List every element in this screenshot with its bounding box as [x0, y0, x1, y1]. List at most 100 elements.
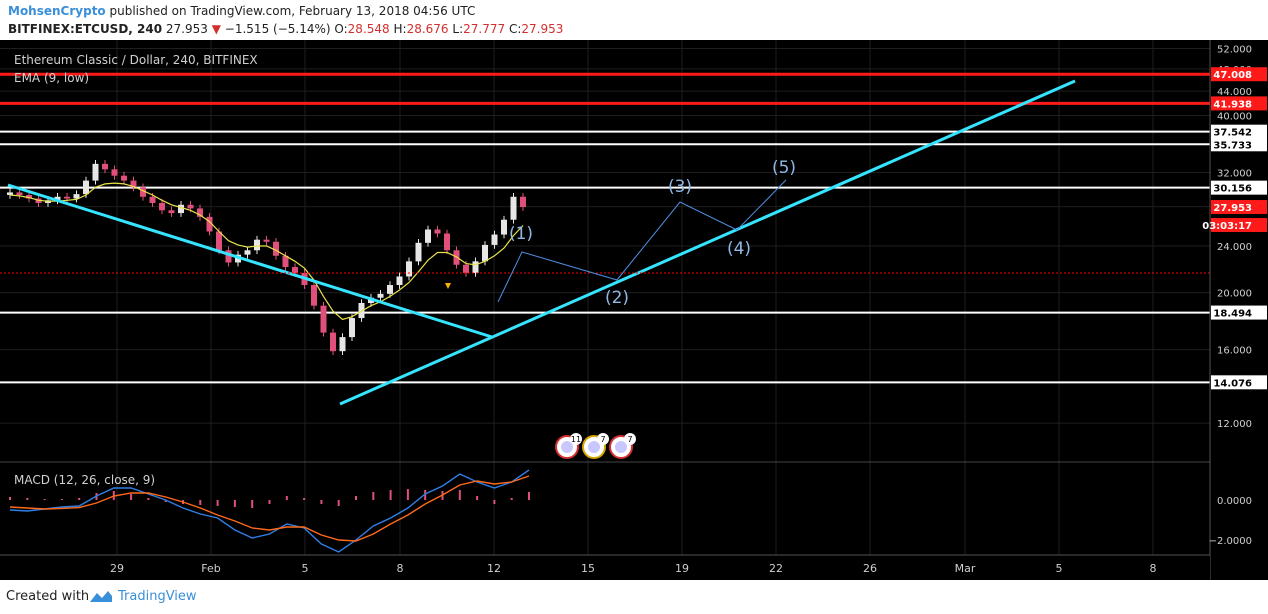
chart-area[interactable]: (1) (2) (3) (4) (5) 11 7 7 [0, 40, 1268, 580]
candle [111, 169, 118, 176]
author-link[interactable]: MohsenCrypto [8, 4, 106, 18]
candle [73, 194, 80, 199]
price-tick: 16.000 [1217, 346, 1252, 357]
ohlc-line: BITFINEX:ETCUSD, 240 27.953 ▼ −1.515 (−5… [8, 22, 563, 36]
histogram-bar [355, 496, 357, 500]
ema-legend: EMA (9, low) [14, 71, 89, 85]
event-badges[interactable]: 11 7 7 [555, 433, 636, 459]
price-chart[interactable]: (1) (2) (3) (4) (5) 11 7 7 [0, 40, 1268, 580]
publication-header: MohsenCrypto published on TradingView.co… [0, 0, 1268, 40]
candle [320, 305, 327, 333]
last-price: 27.953 [165, 22, 208, 36]
resistance-price-label: 47.008 [1213, 70, 1252, 81]
event-badge-count: 11 [571, 435, 581, 444]
histogram-bar [164, 500, 167, 502]
macd-legend: MACD (12, 26, close, 9) [14, 473, 155, 487]
histogram-bar [43, 499, 46, 500]
candle [216, 231, 222, 251]
event-badge[interactable]: 7 [609, 433, 636, 459]
grid [0, 40, 1210, 555]
candle [396, 276, 403, 286]
time-tick: 8 [1150, 562, 1157, 575]
time-tick: 22 [769, 562, 783, 575]
support-price-label-bg [1211, 305, 1267, 320]
time-tick: 8 [397, 562, 404, 575]
candle [472, 261, 479, 273]
time-tick: Feb [201, 562, 220, 575]
price-tick: 12.000 [1217, 419, 1252, 430]
support-price-label: 30.156 [1213, 184, 1252, 195]
tradingview-link[interactable]: TradingView [118, 589, 197, 604]
last-price-label: 27.953 [1213, 203, 1252, 214]
candle [434, 229, 441, 234]
candle [92, 163, 99, 181]
histogram-bar [337, 500, 340, 506]
macd-tick: −2.0000 [1209, 536, 1252, 547]
event-badge[interactable]: 11 [555, 433, 582, 459]
candle [149, 196, 156, 203]
wave-label-4: (4) [727, 239, 751, 259]
event-badge-count: 7 [600, 435, 605, 444]
histogram-bar [320, 500, 323, 504]
price-tick: 32.000 [1217, 168, 1252, 179]
histogram-bar [26, 498, 29, 500]
candle [263, 239, 270, 242]
histogram-bar [528, 492, 530, 500]
close-label: C: [508, 22, 522, 36]
candle [121, 175, 127, 181]
resistance-price-label-bg [1211, 67, 1267, 82]
macd-pane [0, 461, 1268, 553]
histogram-bar [389, 490, 392, 500]
candlesticks [7, 160, 526, 356]
time-axis[interactable]: 29 Feb 5 8 12 15 19 22 26 Mar 5 8 [0, 554, 1210, 580]
histogram-bar [303, 498, 306, 500]
histogram-bar [285, 496, 288, 500]
low-label: L: [452, 22, 464, 36]
candle [206, 216, 213, 232]
time-tick: 5 [1056, 562, 1063, 575]
time-tick: 15 [581, 562, 595, 575]
time-axis-background [0, 555, 1210, 580]
event-badge[interactable]: 7 [582, 433, 609, 459]
support-price-label-bg [1211, 124, 1267, 139]
candle [130, 180, 137, 188]
histogram-bar [476, 496, 479, 500]
histogram-bar [510, 498, 513, 500]
price-axis[interactable]: 52.00048.00044.00040.00032.00028.00024.0… [1202, 40, 1268, 580]
downtrend-line[interactable] [7, 183, 493, 339]
bar-countdown-label: 03:03:17 [1202, 221, 1252, 232]
histogram-bar [130, 494, 133, 500]
candle [16, 192, 23, 196]
histogram-bar [268, 500, 271, 504]
candle [178, 204, 184, 214]
candle [225, 250, 232, 263]
candle [54, 196, 61, 201]
price-change: −1.515 (−5.14%) [224, 22, 331, 36]
candle [273, 241, 279, 256]
candle [64, 196, 70, 199]
elliott-wave-path[interactable] [497, 179, 787, 303]
candle [501, 219, 507, 235]
candle [83, 180, 89, 195]
candle [520, 196, 526, 208]
chart-title: Ethereum Classic / Dollar, 240, BITFINEX [14, 53, 258, 67]
bar-countdown-label-bg [1211, 218, 1267, 233]
event-badge-count: 7 [627, 435, 632, 444]
candle [330, 332, 336, 352]
support-price-label: 14.076 [1213, 378, 1252, 389]
histogram-bar [424, 490, 427, 500]
uptrend-line[interactable] [339, 79, 1076, 406]
symbol-label: BITFINEX:ETCUSD, 240 [8, 22, 163, 36]
high-value: 28.676 [406, 22, 449, 36]
candle [168, 210, 175, 214]
macd-tick: 0.0000 [1217, 496, 1252, 507]
candle [377, 293, 384, 298]
publication-line: MohsenCrypto published on TradingView.co… [8, 4, 475, 18]
drawings [0, 79, 1210, 406]
high-label: H: [393, 22, 407, 36]
price-tick: 20.000 [1217, 289, 1252, 300]
time-tick: 5 [302, 562, 309, 575]
signal-line [9, 475, 530, 542]
candle [244, 250, 251, 255]
candle [282, 255, 289, 268]
